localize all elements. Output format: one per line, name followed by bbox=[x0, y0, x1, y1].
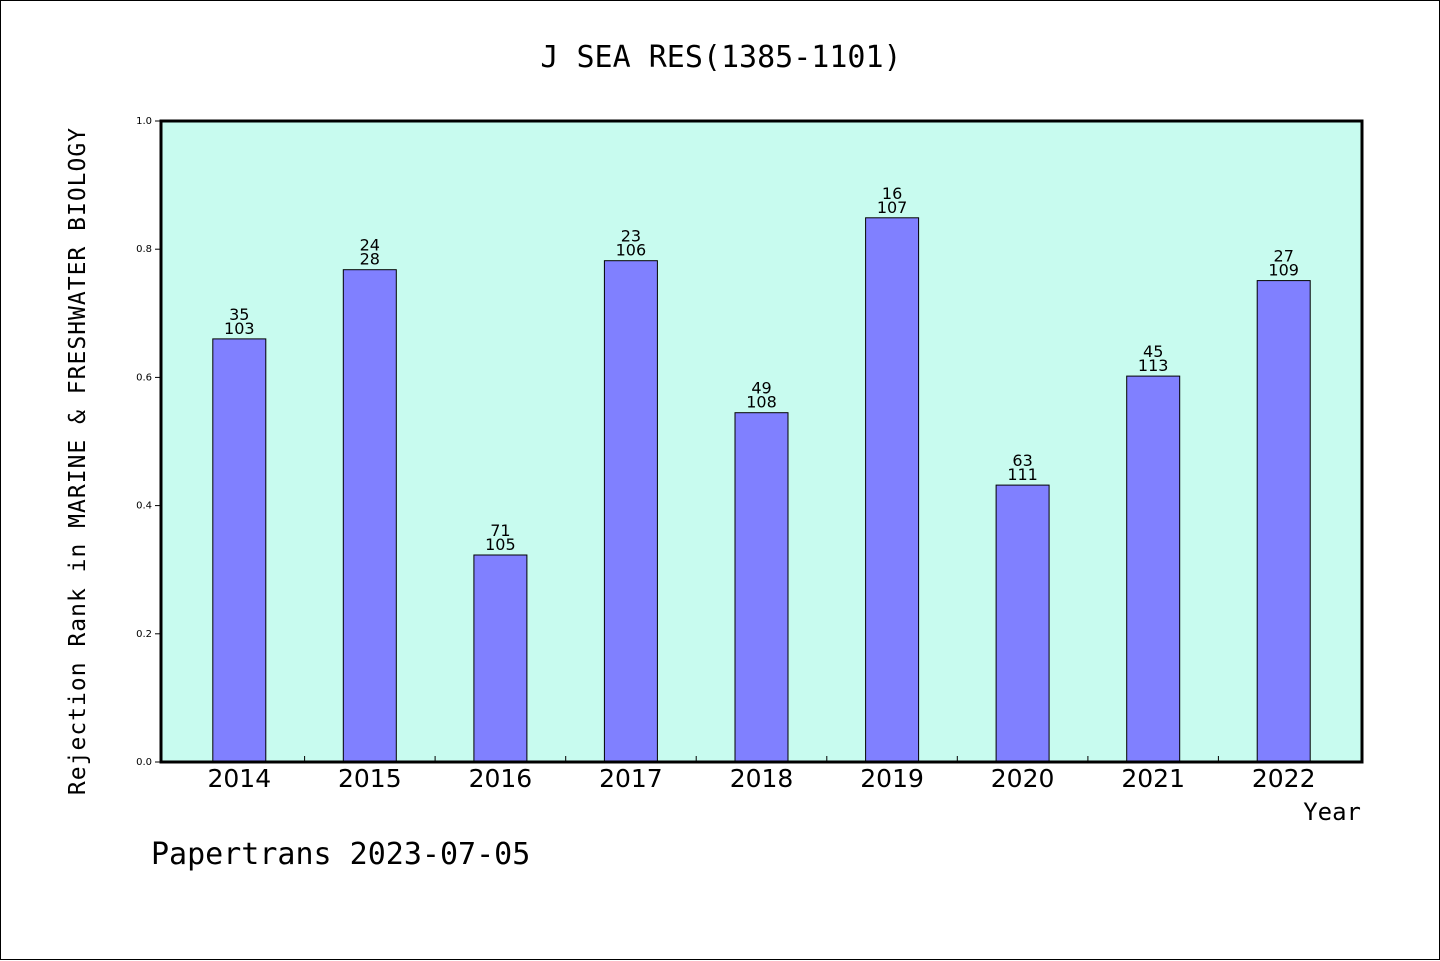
data-label-bottom: 105 bbox=[485, 535, 516, 554]
x-tick-label: 2017 bbox=[599, 764, 663, 793]
data-label-bottom: 28 bbox=[360, 250, 380, 269]
bar bbox=[603, 260, 658, 763]
bar bbox=[342, 269, 397, 763]
x-tick-label: 2015 bbox=[338, 764, 402, 793]
x-tick-label: 2019 bbox=[860, 764, 924, 793]
data-label-top: 45 bbox=[1143, 342, 1163, 361]
bar bbox=[995, 484, 1050, 763]
bar bbox=[865, 217, 920, 763]
data-label-bottom: 113 bbox=[1138, 356, 1169, 375]
y-tick-label: 0.4 bbox=[136, 501, 152, 512]
bar bbox=[1256, 280, 1311, 763]
y-tick-label: 1.0 bbox=[136, 116, 152, 127]
data-label-bottom: 106 bbox=[616, 241, 647, 260]
y-axis: 0.0 0.2 0.4 0.6 0.8 1.0 bbox=[136, 116, 161, 768]
x-tick-label: 2016 bbox=[469, 764, 533, 793]
x-tick-label: 2020 bbox=[991, 764, 1055, 793]
y-tick-label: 0.0 bbox=[136, 757, 152, 768]
data-label-top: 27 bbox=[1274, 247, 1294, 266]
data-label-top: 63 bbox=[1012, 451, 1032, 470]
data-label-bottom: 111 bbox=[1007, 465, 1038, 484]
data-label-top: 24 bbox=[360, 236, 380, 255]
plot-border bbox=[159, 119, 1364, 764]
y-axis-label: Rejection Rank in MARINE & FRESHWATER BI… bbox=[65, 127, 91, 795]
bar bbox=[473, 554, 528, 763]
data-label-top: 23 bbox=[621, 227, 641, 246]
data-label-bottom: 109 bbox=[1268, 261, 1299, 280]
data-label-bottom: 107 bbox=[877, 198, 908, 217]
x-tick-label: 2021 bbox=[1121, 764, 1185, 793]
y-tick-label: 0.8 bbox=[136, 244, 152, 255]
data-label-bottom: 103 bbox=[224, 319, 255, 338]
data-label-bottom: 108 bbox=[746, 393, 777, 412]
x-axis: 2014 2015 2016 2017 2018 2019 2020 2021 2022 bbox=[207, 756, 1316, 793]
chart-title: J SEA RES(1385-1101) bbox=[540, 40, 901, 75]
bar bbox=[212, 338, 267, 763]
data-label-top: 71 bbox=[490, 521, 510, 540]
x-axis-label: Year bbox=[1303, 798, 1361, 826]
x-tick-label: 2018 bbox=[730, 764, 794, 793]
data-label-top: 16 bbox=[882, 184, 902, 203]
bars-group bbox=[212, 217, 1311, 763]
x-tick-label: 2014 bbox=[207, 764, 271, 793]
data-label-top: 35 bbox=[229, 305, 249, 324]
y-tick-label: 0.6 bbox=[136, 372, 152, 383]
y-tick-label: 0.2 bbox=[136, 629, 152, 640]
footer-text: Papertrans 2023-07-05 bbox=[151, 837, 530, 872]
x-tick-label: 2022 bbox=[1252, 764, 1316, 793]
bar bbox=[734, 412, 789, 763]
bar bbox=[1126, 375, 1181, 763]
data-label-top: 49 bbox=[751, 379, 771, 398]
